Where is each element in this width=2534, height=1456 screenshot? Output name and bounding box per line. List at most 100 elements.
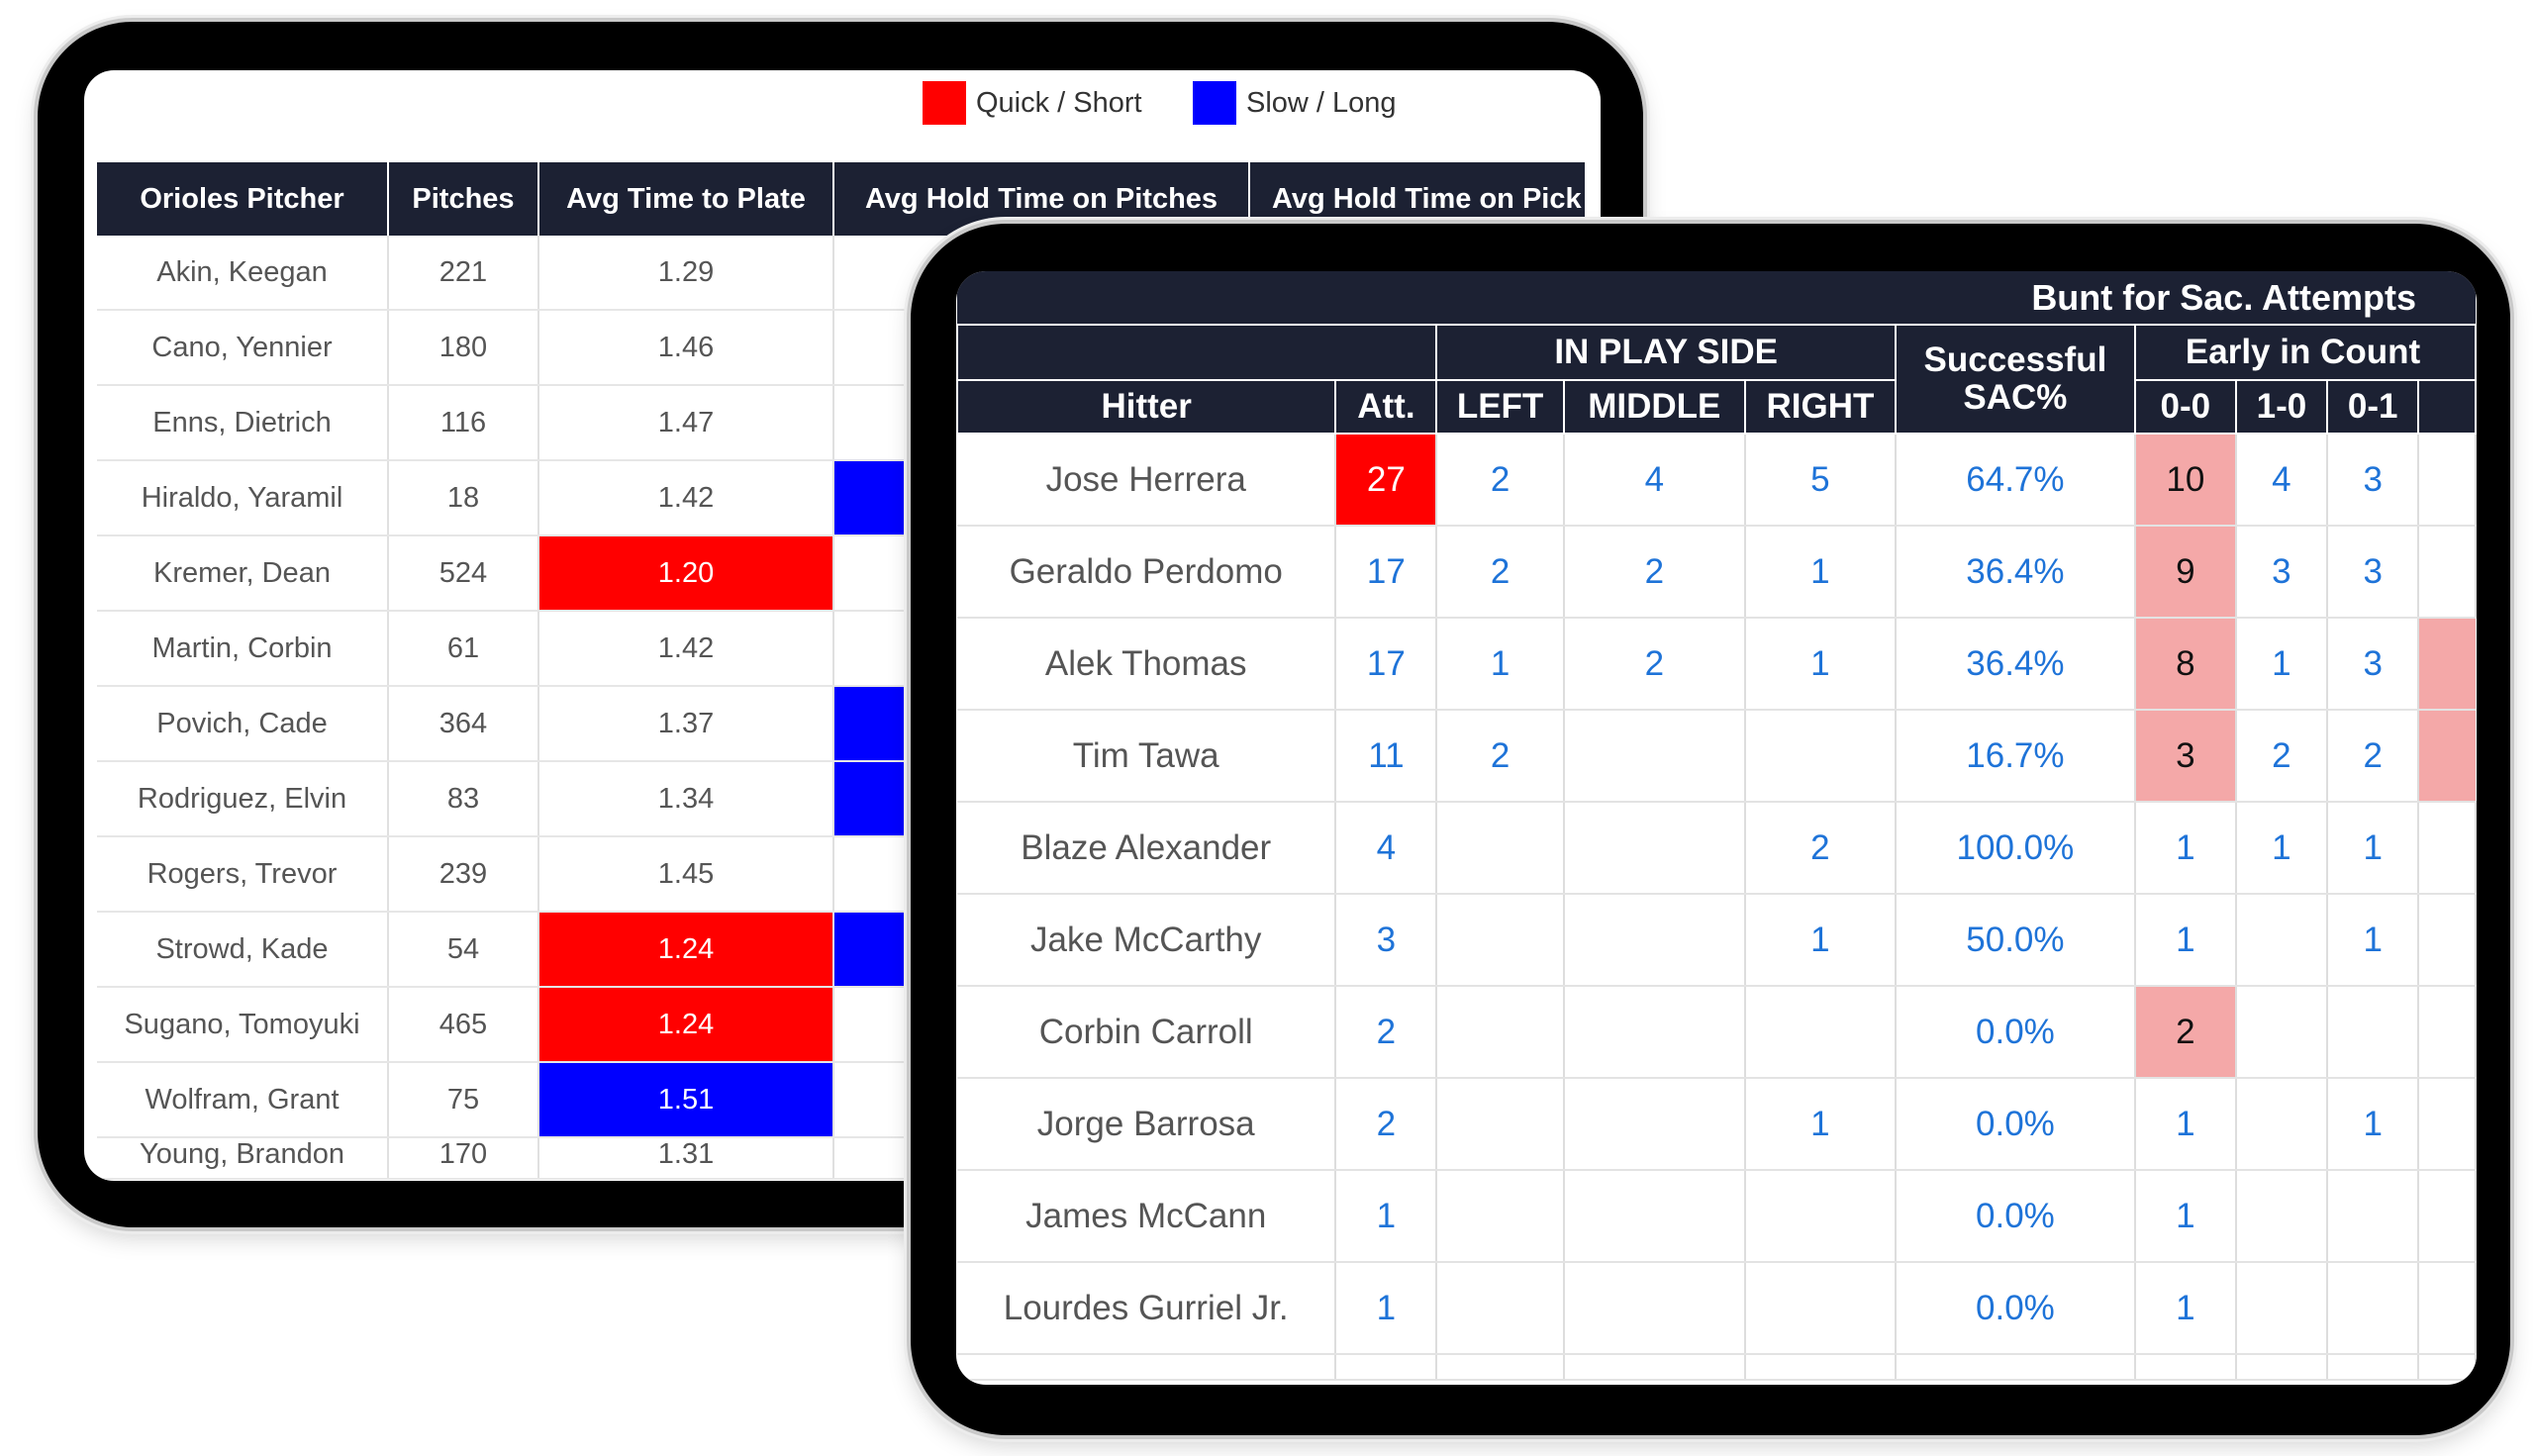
- col-header-pitcher[interactable]: Orioles Pitcher: [97, 162, 389, 236]
- pitches-cell: 54: [388, 912, 539, 988]
- sac-pct-cell: 0.0%: [1895, 1262, 2136, 1355]
- att-cell: 3: [1335, 894, 1438, 987]
- col-header-count-0-0[interactable]: 0-0: [2133, 379, 2237, 435]
- pitcher-name-cell: Kremer, Dean: [97, 535, 389, 612]
- count-0-1-cell: [2327, 1170, 2420, 1263]
- col-header-left[interactable]: LEFT: [1435, 379, 1565, 435]
- col-header-hold-pick[interactable]: Avg Hold Time on Pick: [1249, 162, 1587, 236]
- sac-pct-cell: 36.4%: [1895, 618, 2136, 711]
- col-header-middle[interactable]: MIDDLE: [1562, 379, 1746, 435]
- time-to-plate-cell: 1.46: [538, 310, 834, 386]
- col-header-hold-pitches[interactable]: Avg Hold Time on Pitches: [833, 162, 1250, 236]
- count-next-cell: [2418, 802, 2477, 895]
- hitter-row[interactable]: Corbin Carroll 2 0.0% 2: [957, 986, 2477, 1079]
- col-header-pitches[interactable]: Pitches: [388, 162, 539, 236]
- time-to-plate-cell: 1.37: [538, 686, 834, 762]
- pitches-cell: 465: [388, 987, 539, 1063]
- pitcher-name-cell: Cano, Yennier: [97, 310, 389, 386]
- att-cell: 1: [1335, 1170, 1438, 1263]
- legend-label-slow: Slow / Long: [1246, 86, 1397, 119]
- table-title: Bunt for Sac. Attempts: [957, 271, 2476, 325]
- middle-cell: [1563, 710, 1746, 803]
- att-cell: 2: [1335, 986, 1438, 1079]
- col-header-right[interactable]: RIGHT: [1743, 379, 1897, 435]
- legend: Quick / Short Slow / Long: [84, 80, 1601, 126]
- sac-pct-cell: 50.0%: [1895, 894, 2136, 987]
- time-to-plate-cell: 1.47: [538, 385, 834, 461]
- group-header-in-play-side: IN PLAY SIDE: [1435, 324, 1897, 381]
- right-cell: [1744, 1262, 1897, 1355]
- time-to-plate-cell: 1.31: [538, 1137, 834, 1180]
- middle-cell: [1563, 1078, 1746, 1171]
- hitter-row[interactable]: Jorge Barrosa 2 1 0.0% 1 1: [957, 1078, 2477, 1171]
- hitter-row[interactable]: Jose Herrera 27 2 4 5 64.7% 10 4 3: [957, 434, 2477, 527]
- bunt-screen: Bunt for Sac. Attempts IN PLAY SIDE Succ…: [956, 271, 2477, 1385]
- time-to-plate-cell: 1.42: [538, 611, 834, 687]
- empty-cell: [957, 1354, 1337, 1381]
- col-header-time-to-plate[interactable]: Avg Time to Plate: [538, 162, 834, 236]
- empty-cell: [1436, 1354, 1565, 1381]
- att-cell: 27: [1335, 434, 1438, 527]
- hitter-cell: Jake McCarthy: [957, 894, 1337, 987]
- hitter-row[interactable]: Blaze Alexander 4 2 100.0% 1 1 1: [957, 802, 2477, 895]
- pitches-cell: 524: [388, 535, 539, 612]
- right-cell: [1744, 1170, 1897, 1263]
- att-cell: 17: [1335, 526, 1438, 619]
- col-header-successful-sac[interactable]: Successful SAC%: [1894, 324, 2136, 435]
- pitcher-table-header: Orioles Pitcher Pitches Avg Time to Plat…: [97, 162, 1587, 236]
- pitcher-name-cell: Rodriguez, Elvin: [97, 761, 389, 837]
- right-cell: 5: [1744, 434, 1897, 527]
- hitter-row[interactable]: Geraldo Perdomo 17 2 2 1 36.4% 9 3 3: [957, 526, 2477, 619]
- left-cell: 2: [1436, 434, 1565, 527]
- count-0-0-cell: 1: [2134, 1170, 2237, 1263]
- pitcher-name-cell: Martin, Corbin: [97, 611, 389, 687]
- right-cell: [1744, 986, 1897, 1079]
- count-0-1-cell: 1: [2327, 1078, 2420, 1171]
- hitter-row[interactable]: James McCann 1 0.0% 1: [957, 1170, 2477, 1263]
- sac-pct-cell: 64.7%: [1895, 434, 2136, 527]
- count-1-0-cell: [2235, 1262, 2329, 1355]
- time-to-plate-cell: 1.42: [538, 460, 834, 536]
- col-header-att[interactable]: Att.: [1334, 379, 1438, 435]
- hitter-row[interactable]: Lourdes Gurriel Jr. 1 0.0% 1: [957, 1262, 2477, 1355]
- pitcher-name-cell: Enns, Dietrich: [97, 385, 389, 461]
- hitter-row[interactable]: Alek Thomas 17 1 2 1 36.4% 8 1 3: [957, 618, 2476, 711]
- right-cell: 1: [1744, 526, 1897, 619]
- left-cell: [1436, 894, 1565, 987]
- time-to-plate-cell: 1.51: [538, 1062, 834, 1138]
- legend-item-quick: Quick / Short: [923, 80, 1142, 126]
- pitches-cell: 239: [388, 836, 539, 913]
- legend-swatch-red: [923, 81, 966, 125]
- hitter-row[interactable]: Tim Tawa 11 2 16.7% 3 2 2: [957, 710, 2476, 803]
- pitches-cell: 83: [388, 761, 539, 837]
- sac-pct-cell: 36.4%: [1895, 526, 2136, 619]
- col-header-count-0-1[interactable]: 0-1: [2326, 379, 2420, 435]
- count-1-0-cell: [2235, 1170, 2329, 1263]
- pitches-cell: 18: [388, 460, 539, 536]
- count-next-cell: [2418, 526, 2477, 619]
- count-next-cell: [2418, 986, 2477, 1079]
- middle-cell: 2: [1563, 526, 1746, 619]
- right-cell: 1: [1744, 618, 1897, 711]
- left-cell: 1: [1436, 618, 1565, 711]
- pitches-cell: 180: [388, 310, 539, 386]
- col-header-hitter[interactable]: Hitter: [956, 379, 1337, 435]
- hitter-cell: Corbin Carroll: [957, 986, 1337, 1079]
- legend-label-quick: Quick / Short: [976, 86, 1142, 119]
- time-to-plate-cell: 1.20: [538, 535, 834, 612]
- table-row-partial: [957, 1354, 2477, 1381]
- count-0-1-cell: 1: [2327, 894, 2420, 987]
- hitter-row[interactable]: Jake McCarthy 3 1 50.0% 1 1: [957, 894, 2477, 987]
- legend-item-slow: Slow / Long: [1193, 80, 1397, 126]
- count-0-1-cell: 2: [2327, 710, 2420, 803]
- col-header-count-1-0[interactable]: 1-0: [2234, 379, 2329, 435]
- sac-pct-cell: 16.7%: [1895, 710, 2136, 803]
- count-0-1-cell: 3: [2327, 618, 2420, 711]
- left-cell: 2: [1436, 526, 1565, 619]
- empty-cell: [1335, 1354, 1438, 1381]
- empty-cell: [1563, 1354, 1746, 1381]
- sac-pct-cell: 0.0%: [1895, 1170, 2136, 1263]
- count-1-0-cell: 4: [2235, 434, 2329, 527]
- count-0-0-cell: 3: [2134, 710, 2237, 803]
- count-1-0-cell: 1: [2235, 802, 2329, 895]
